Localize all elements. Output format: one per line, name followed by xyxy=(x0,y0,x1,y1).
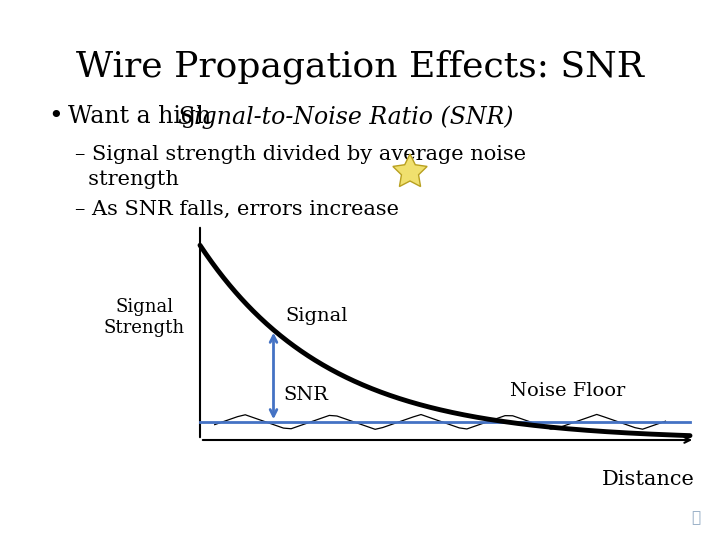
Text: Signal-to-Noise Ratio (SNR): Signal-to-Noise Ratio (SNR) xyxy=(178,105,513,129)
Text: •: • xyxy=(48,105,63,128)
Polygon shape xyxy=(393,154,427,186)
Text: Wire Propagation Effects: SNR: Wire Propagation Effects: SNR xyxy=(76,50,644,84)
Text: Noise Floor: Noise Floor xyxy=(510,382,625,400)
Text: 🔈: 🔈 xyxy=(691,510,700,525)
Text: SNR: SNR xyxy=(284,386,328,404)
Text: – As SNR falls, errors increase: – As SNR falls, errors increase xyxy=(75,200,399,219)
Text: Distance: Distance xyxy=(602,470,695,489)
Text: Signal: Signal xyxy=(286,307,348,325)
Text: Signal
Strength: Signal Strength xyxy=(104,298,185,337)
Text: Want a high: Want a high xyxy=(68,105,219,128)
Text: – Signal strength divided by average noise: – Signal strength divided by average noi… xyxy=(75,145,526,164)
Text: strength: strength xyxy=(75,170,179,189)
